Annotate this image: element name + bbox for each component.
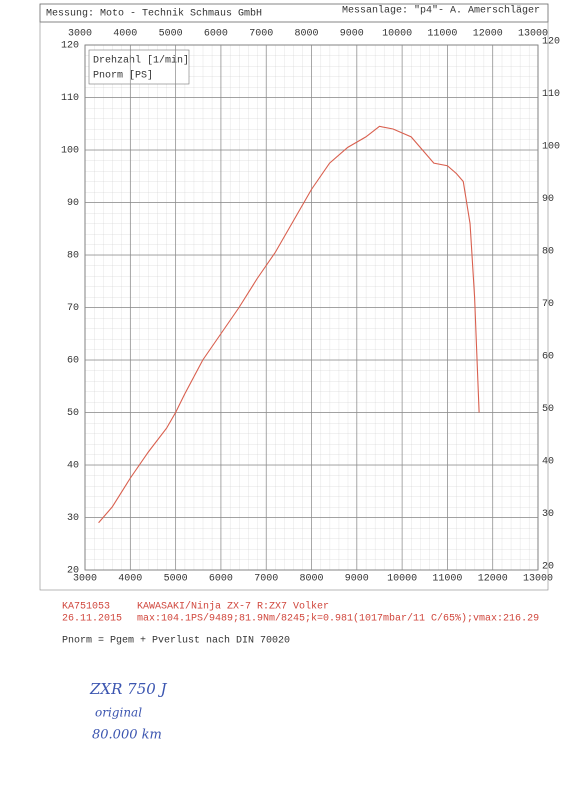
x-tick-label-top: 11000 <box>427 29 457 40</box>
y-tick-label-right: 100 <box>542 142 560 153</box>
y-tick-label: 20 <box>67 566 79 577</box>
y-tick-label-right: 30 <box>542 509 554 520</box>
x-tick-label-top: 10000 <box>382 29 412 40</box>
y-tick-label-right: 60 <box>542 352 554 363</box>
y-tick-label: 110 <box>61 93 79 104</box>
y-tick-label-right: 110 <box>542 89 560 100</box>
header-right: Messanlage: "p4"- A. Amerschläger <box>342 5 540 17</box>
y-tick-label: 80 <box>67 251 79 262</box>
y-tick-label: 100 <box>61 146 79 157</box>
y-tick-label: 30 <box>67 513 79 524</box>
y-tick-label: 120 <box>61 41 79 52</box>
x-tick-label-top: 8000 <box>294 29 318 40</box>
x-tick-label: 3000 <box>73 574 97 585</box>
footer-summary: max:104.1PS/9489;81.9Nm/8245;k=0.981(101… <box>137 613 539 625</box>
x-label: Drehzahl [1/min] <box>93 55 189 67</box>
y-tick-label-right: 70 <box>542 299 554 310</box>
y-label: Pnorm [PS] <box>93 70 153 82</box>
x-tick-label: 9000 <box>345 574 369 585</box>
y-tick-label: 40 <box>67 461 79 472</box>
x-tick-label: 5000 <box>164 574 188 585</box>
footer-id: KA751053 <box>62 602 110 613</box>
y-tick-label-right: 40 <box>542 457 554 468</box>
x-tick-label: 11000 <box>432 574 462 585</box>
x-tick-label: 13000 <box>523 574 553 585</box>
x-tick-label-top: 7000 <box>249 29 273 40</box>
x-tick-label: 4000 <box>118 574 142 585</box>
x-tick-label-top: 3000 <box>68 29 92 40</box>
x-tick-label: 10000 <box>387 574 417 585</box>
y-tick-label-right: 50 <box>542 404 554 415</box>
y-tick-label-right: 90 <box>542 194 554 205</box>
chart-frame <box>39 21 549 591</box>
x-tick-label: 7000 <box>254 574 278 585</box>
x-tick-label: 8000 <box>299 574 323 585</box>
x-tick-label-top: 12000 <box>473 29 503 40</box>
y-tick-label: 50 <box>67 408 79 419</box>
note: 80.000 km <box>92 728 162 743</box>
x-tick-label-top: 13000 <box>518 29 548 40</box>
x-tick-label-top: 5000 <box>159 29 183 40</box>
y-tick-label: 60 <box>67 356 79 367</box>
x-tick-label-top: 9000 <box>340 29 364 40</box>
y-tick-label: 90 <box>67 198 79 209</box>
y-tick-label-right: 120 <box>542 37 560 48</box>
y-tick-label: 70 <box>67 303 79 314</box>
power-curve <box>98 125 480 524</box>
note: original <box>95 706 142 720</box>
x-tick-label: 12000 <box>478 574 508 585</box>
y-tick-label-right: 20 <box>542 562 554 573</box>
x-tick-label: 6000 <box>209 574 233 585</box>
header-left: Messung: Moto - Technik Schmaus GmbH <box>46 8 262 20</box>
footer-vehicle: KAWASAKI/Ninja ZX-7 R:ZX7 Volker <box>137 601 329 613</box>
legend-box <box>88 49 190 85</box>
x-tick-label-top: 4000 <box>113 29 137 40</box>
y-tick-label-right: 80 <box>542 247 554 258</box>
x-tick-label-top: 6000 <box>204 29 228 40</box>
footer-date: 26.11.2015 <box>62 614 122 625</box>
note: ZXR 750 J <box>89 680 168 698</box>
footer-formula: Pnorm = Pgem + Pverlust nach DIN 70020 <box>62 635 290 647</box>
